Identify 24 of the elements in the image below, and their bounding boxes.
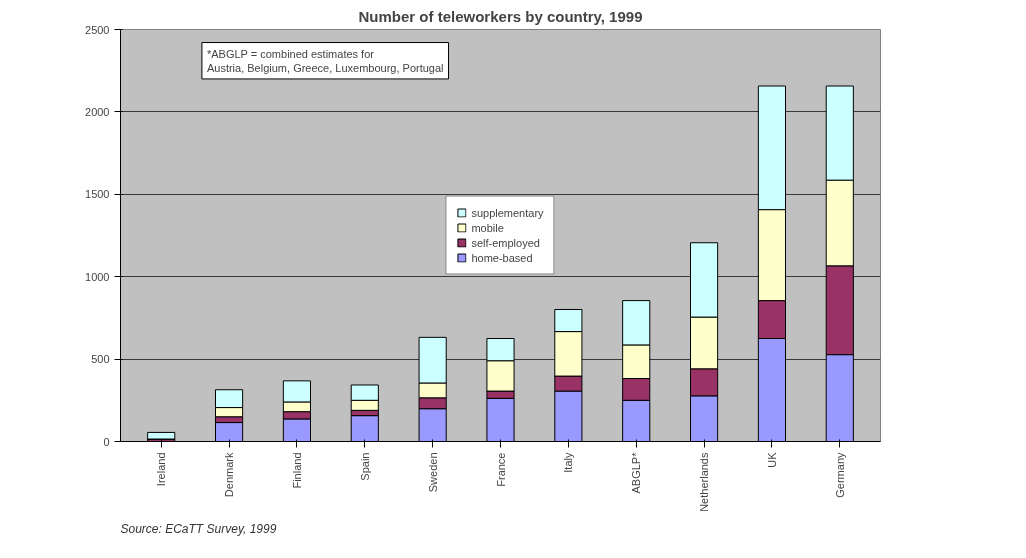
x-tick-label: France bbox=[494, 452, 507, 487]
x-tick-label: Spain bbox=[358, 452, 371, 481]
legend-label: supplementary bbox=[471, 206, 544, 219]
y-tick-label: 2000 bbox=[85, 105, 110, 118]
y-tick-label: 500 bbox=[91, 353, 110, 366]
legend-label: mobile bbox=[471, 221, 504, 234]
x-tick-label: Germany bbox=[833, 452, 846, 498]
x-tick-label: Ireland bbox=[155, 452, 168, 487]
x-tick-label: UK bbox=[765, 451, 778, 468]
x-tick-label: Netherlands bbox=[698, 452, 711, 512]
x-tick-label: Finland bbox=[290, 452, 303, 489]
y-tick-label: 0 bbox=[103, 435, 110, 448]
x-tick-label: Italy bbox=[562, 452, 575, 473]
y-tick-label: 1500 bbox=[85, 188, 110, 201]
annotation: *ABGLP = combined estimates for Austria, Belgium, Greece, Luxembourg, Portugal bbox=[206, 47, 444, 74]
y-tick-label: 2500 bbox=[85, 23, 110, 36]
x-tick-label: ABGLP* bbox=[630, 451, 643, 494]
y-tick-label: 1000 bbox=[85, 270, 110, 283]
x-tick-label: Denmark bbox=[223, 452, 236, 498]
chart-title: Number of teleworkers by country, 1999 bbox=[358, 7, 643, 25]
legend-label: self-employed bbox=[471, 236, 540, 249]
legend-label: home-based bbox=[471, 251, 533, 264]
source-note: Source: ECaTT Survey, 1999 bbox=[120, 521, 277, 536]
x-tick-label: Sweden bbox=[426, 452, 439, 493]
